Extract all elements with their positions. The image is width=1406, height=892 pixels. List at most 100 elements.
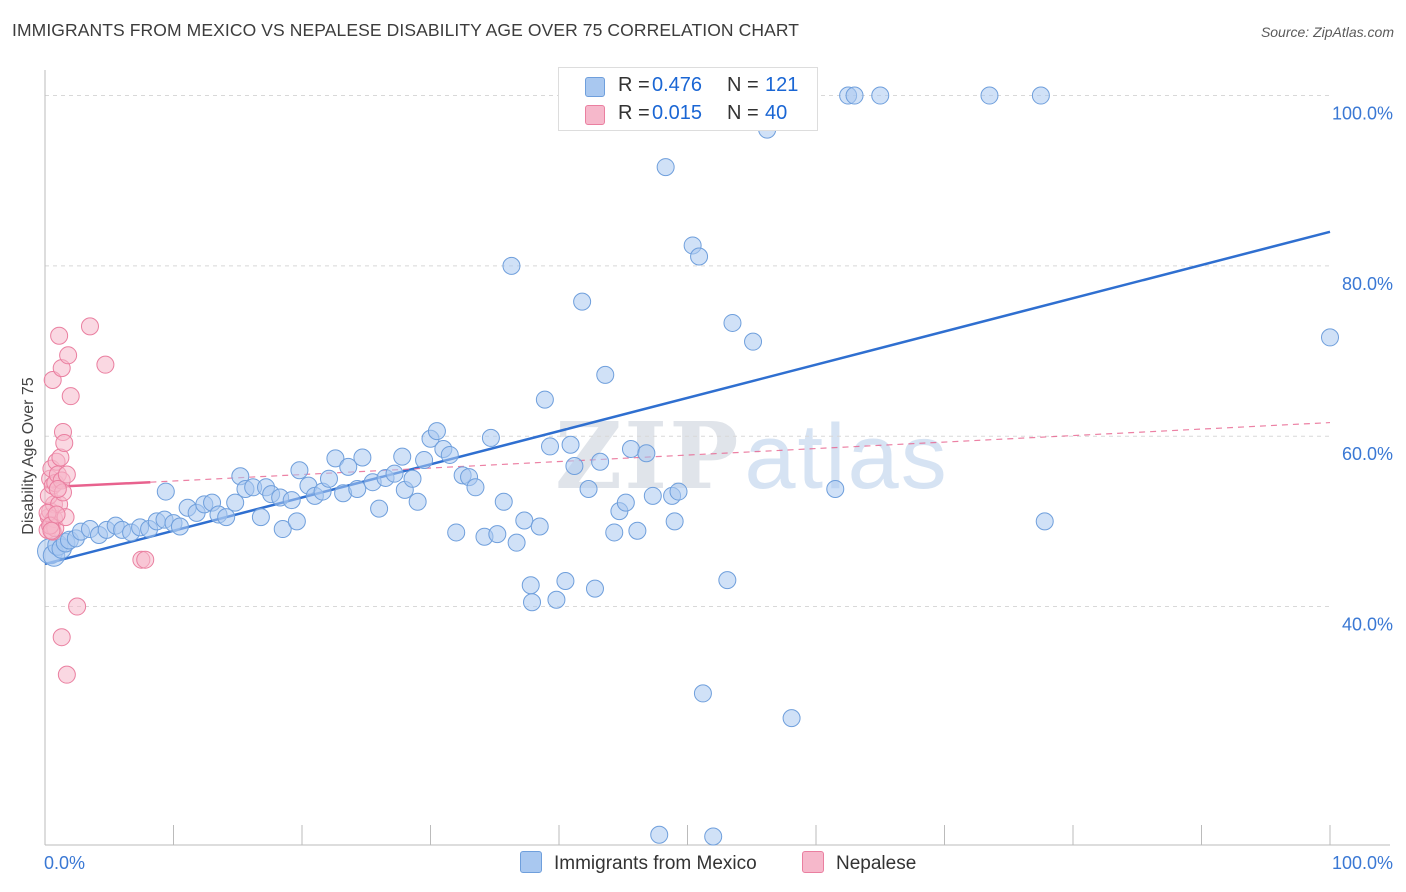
trend-line-mexico (44, 230, 1331, 566)
y-axis-label: Disability Age Over 75 (20, 377, 37, 535)
point-nepalese (55, 434, 74, 453)
point-mexico (621, 439, 640, 458)
trend-lines (44, 230, 1331, 566)
y-tick-label: 60.0% (1342, 444, 1393, 464)
legend-swatch-pink (585, 105, 605, 125)
point-mexico (494, 492, 513, 511)
point-mexico (523, 593, 542, 612)
point-mexico (565, 457, 584, 476)
point-nepalese (68, 597, 87, 616)
point-mexico (217, 508, 236, 527)
point-nepalese (43, 371, 62, 389)
point-mexico (273, 520, 292, 539)
point-nepalese (80, 317, 99, 336)
point-mexico (339, 457, 358, 476)
bottom-legend-label: Immigrants from Mexico (554, 853, 757, 874)
legend-r-label: R = (618, 74, 650, 96)
point-mexico (1321, 328, 1339, 347)
point-mexico (690, 247, 709, 266)
point-mexico (980, 86, 999, 105)
point-mexico (579, 480, 598, 499)
point-mexico (319, 469, 338, 488)
bottom-legend-swatch-pink (802, 851, 824, 873)
point-nepalese (61, 387, 80, 406)
legend-n-label: N = (727, 102, 759, 124)
point-mexico (370, 499, 389, 518)
axes (44, 70, 1390, 846)
point-mexico (521, 576, 540, 595)
point-mexico (515, 511, 534, 530)
point-mexico (573, 292, 592, 311)
trend-line-nepalese-extension (150, 421, 1331, 483)
point-mexico (718, 571, 737, 590)
bottom-legend-swatch-blue (520, 851, 542, 873)
point-mexico (556, 571, 575, 590)
watermark-atlas: atlas (744, 406, 949, 508)
legend-n-value: 40 (765, 102, 788, 124)
point-mexico (502, 256, 521, 275)
source-label: Source: ZipAtlas.com (1260, 24, 1394, 40)
point-nepalese (50, 326, 69, 345)
data-points (37, 86, 1339, 846)
legend-r-value: 0.476 (652, 74, 703, 96)
point-mexico (1035, 512, 1054, 531)
point-mexico (226, 493, 245, 512)
point-mexico (547, 590, 566, 609)
point-nepalese (57, 465, 76, 484)
point-mexico (605, 523, 624, 542)
point-mexico (156, 482, 175, 501)
point-nepalese (48, 480, 67, 499)
point-mexico (507, 533, 526, 552)
point-mexico (287, 512, 306, 531)
point-mexico (656, 158, 675, 177)
point-mexico (440, 445, 459, 464)
point-mexico (744, 332, 763, 351)
legend-swatch-blue (585, 77, 605, 97)
point-mexico (723, 313, 742, 332)
y-tick-label: 100.0% (1332, 104, 1393, 124)
point-mexico (845, 86, 864, 105)
point-mexico (385, 464, 404, 483)
point-mexico (466, 478, 485, 497)
point-mexico (447, 523, 466, 542)
correlation-legend: R = 0.476 N = 121 R = 0.015 N = 40 (558, 67, 818, 131)
point-mexico (1031, 86, 1050, 105)
point-mexico (782, 709, 801, 728)
legend-n-label: N = (727, 74, 759, 96)
point-mexico (596, 365, 615, 384)
axis-labels: 40.0% 60.0% 80.0% 100.0% 0.0% 100.0% Disabilit… (20, 104, 1393, 873)
point-nepalese (136, 550, 155, 569)
bottom-legend-label: Nepalese (836, 853, 917, 874)
point-mexico (282, 491, 301, 510)
point-mexico (616, 493, 635, 512)
point-mexico (541, 437, 560, 456)
point-mexico (826, 480, 845, 499)
point-mexico (170, 517, 189, 536)
point-nepalese (57, 665, 76, 684)
y-tick-label: 80.0% (1342, 274, 1393, 294)
gridlines (45, 95, 1330, 608)
point-mexico (415, 451, 434, 470)
point-nepalese (42, 521, 61, 540)
bottom-legend-mexico: Immigrants from Mexico (520, 851, 757, 875)
point-mexico (643, 486, 662, 505)
bottom-legend-nepalese: Nepalese (802, 851, 916, 875)
point-mexico (530, 517, 549, 536)
legend-r-label: R = (618, 102, 650, 124)
point-nepalese (96, 355, 115, 374)
point-mexico (481, 428, 500, 447)
x-tick-label-min: 0.0% (44, 853, 85, 873)
point-mexico (693, 684, 712, 703)
legend-row-mexico: R = 0.476 N = 121 (559, 72, 817, 100)
point-mexico (704, 827, 723, 846)
point-mexico (488, 525, 507, 544)
legend-row-nepalese: R = 0.015 N = 40 (559, 100, 817, 128)
point-mexico (591, 452, 610, 471)
legend-r-value: 0.015 (652, 102, 703, 124)
point-mexico (665, 512, 684, 531)
legend-n-value: 121 (765, 74, 799, 96)
point-mexico (326, 449, 345, 468)
point-nepalese (52, 628, 71, 647)
point-mexico (408, 492, 427, 511)
